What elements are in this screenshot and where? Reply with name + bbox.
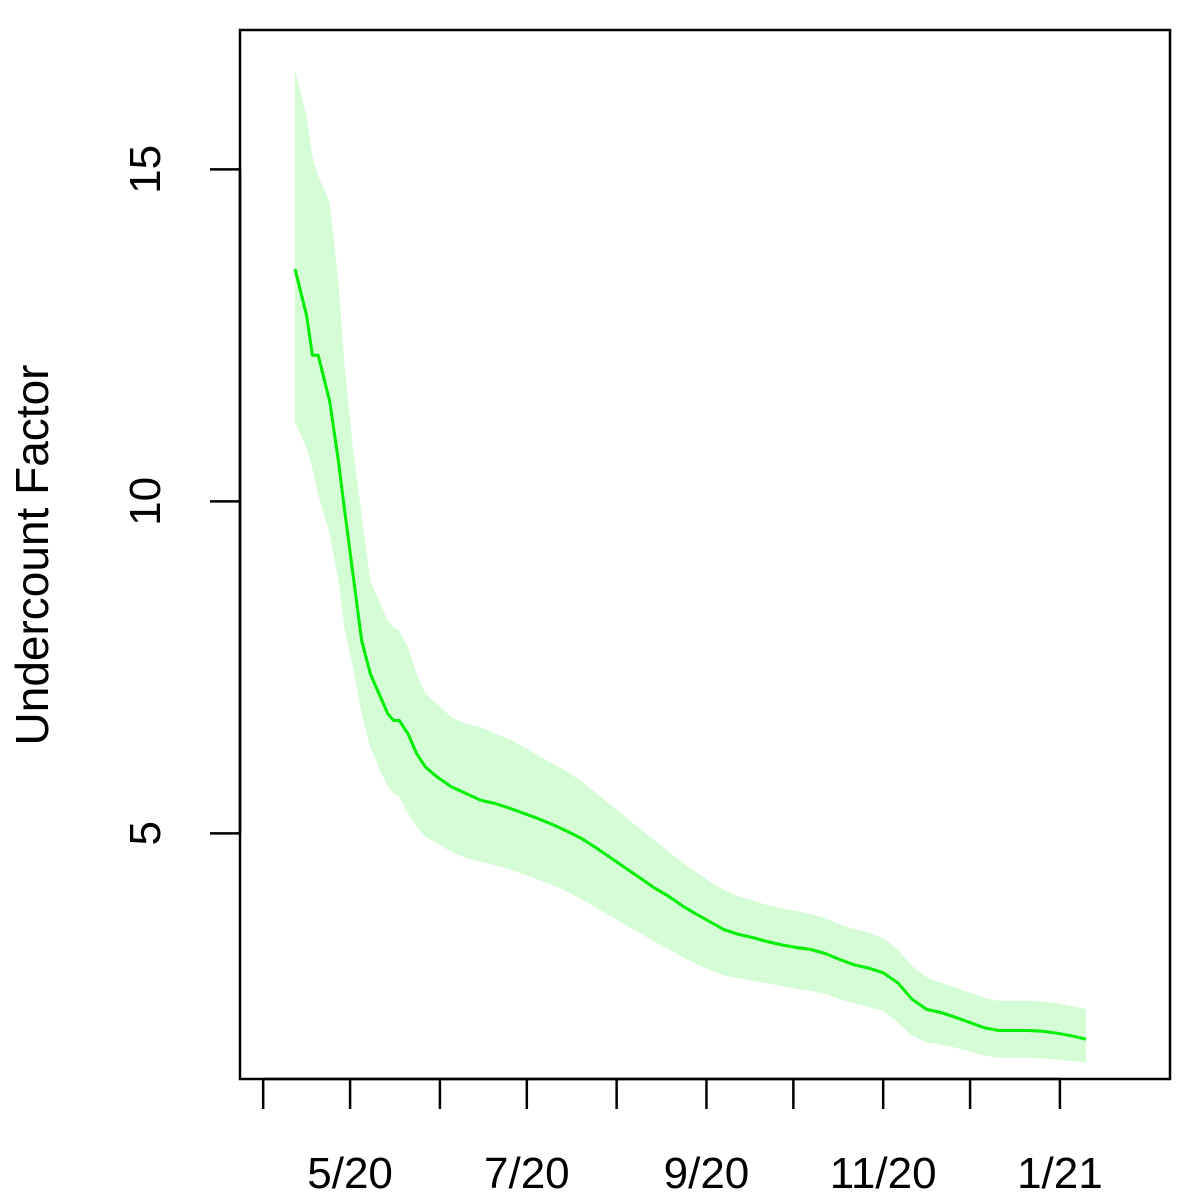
confidence-band-0 bbox=[295, 69, 1086, 1063]
y-tick-label-0: 5 bbox=[121, 821, 170, 845]
x-tick-label-7: 11/20 bbox=[830, 1149, 937, 1198]
y-tick-label-1: 10 bbox=[121, 477, 170, 526]
x-axis: 5/20 7/20 9/20 11/20 1/21 bbox=[261, 1077, 1103, 1198]
y-axis: 5 10 15 bbox=[121, 145, 242, 846]
x-tick-label-9: 1/21 bbox=[1017, 1149, 1103, 1198]
series-line-0 bbox=[293, 268, 1087, 1041]
series-line-layer bbox=[293, 268, 1087, 1041]
x-tick-label-3: 7/20 bbox=[484, 1149, 570, 1198]
x-tick-label-5: 9/20 bbox=[664, 1149, 750, 1198]
x-tick-label-1: 5/20 bbox=[307, 1149, 393, 1198]
confidence-band-layer bbox=[295, 69, 1086, 1063]
y-axis-title: Undercount Factor bbox=[6, 365, 58, 746]
y-tick-label-2: 15 bbox=[121, 145, 170, 194]
